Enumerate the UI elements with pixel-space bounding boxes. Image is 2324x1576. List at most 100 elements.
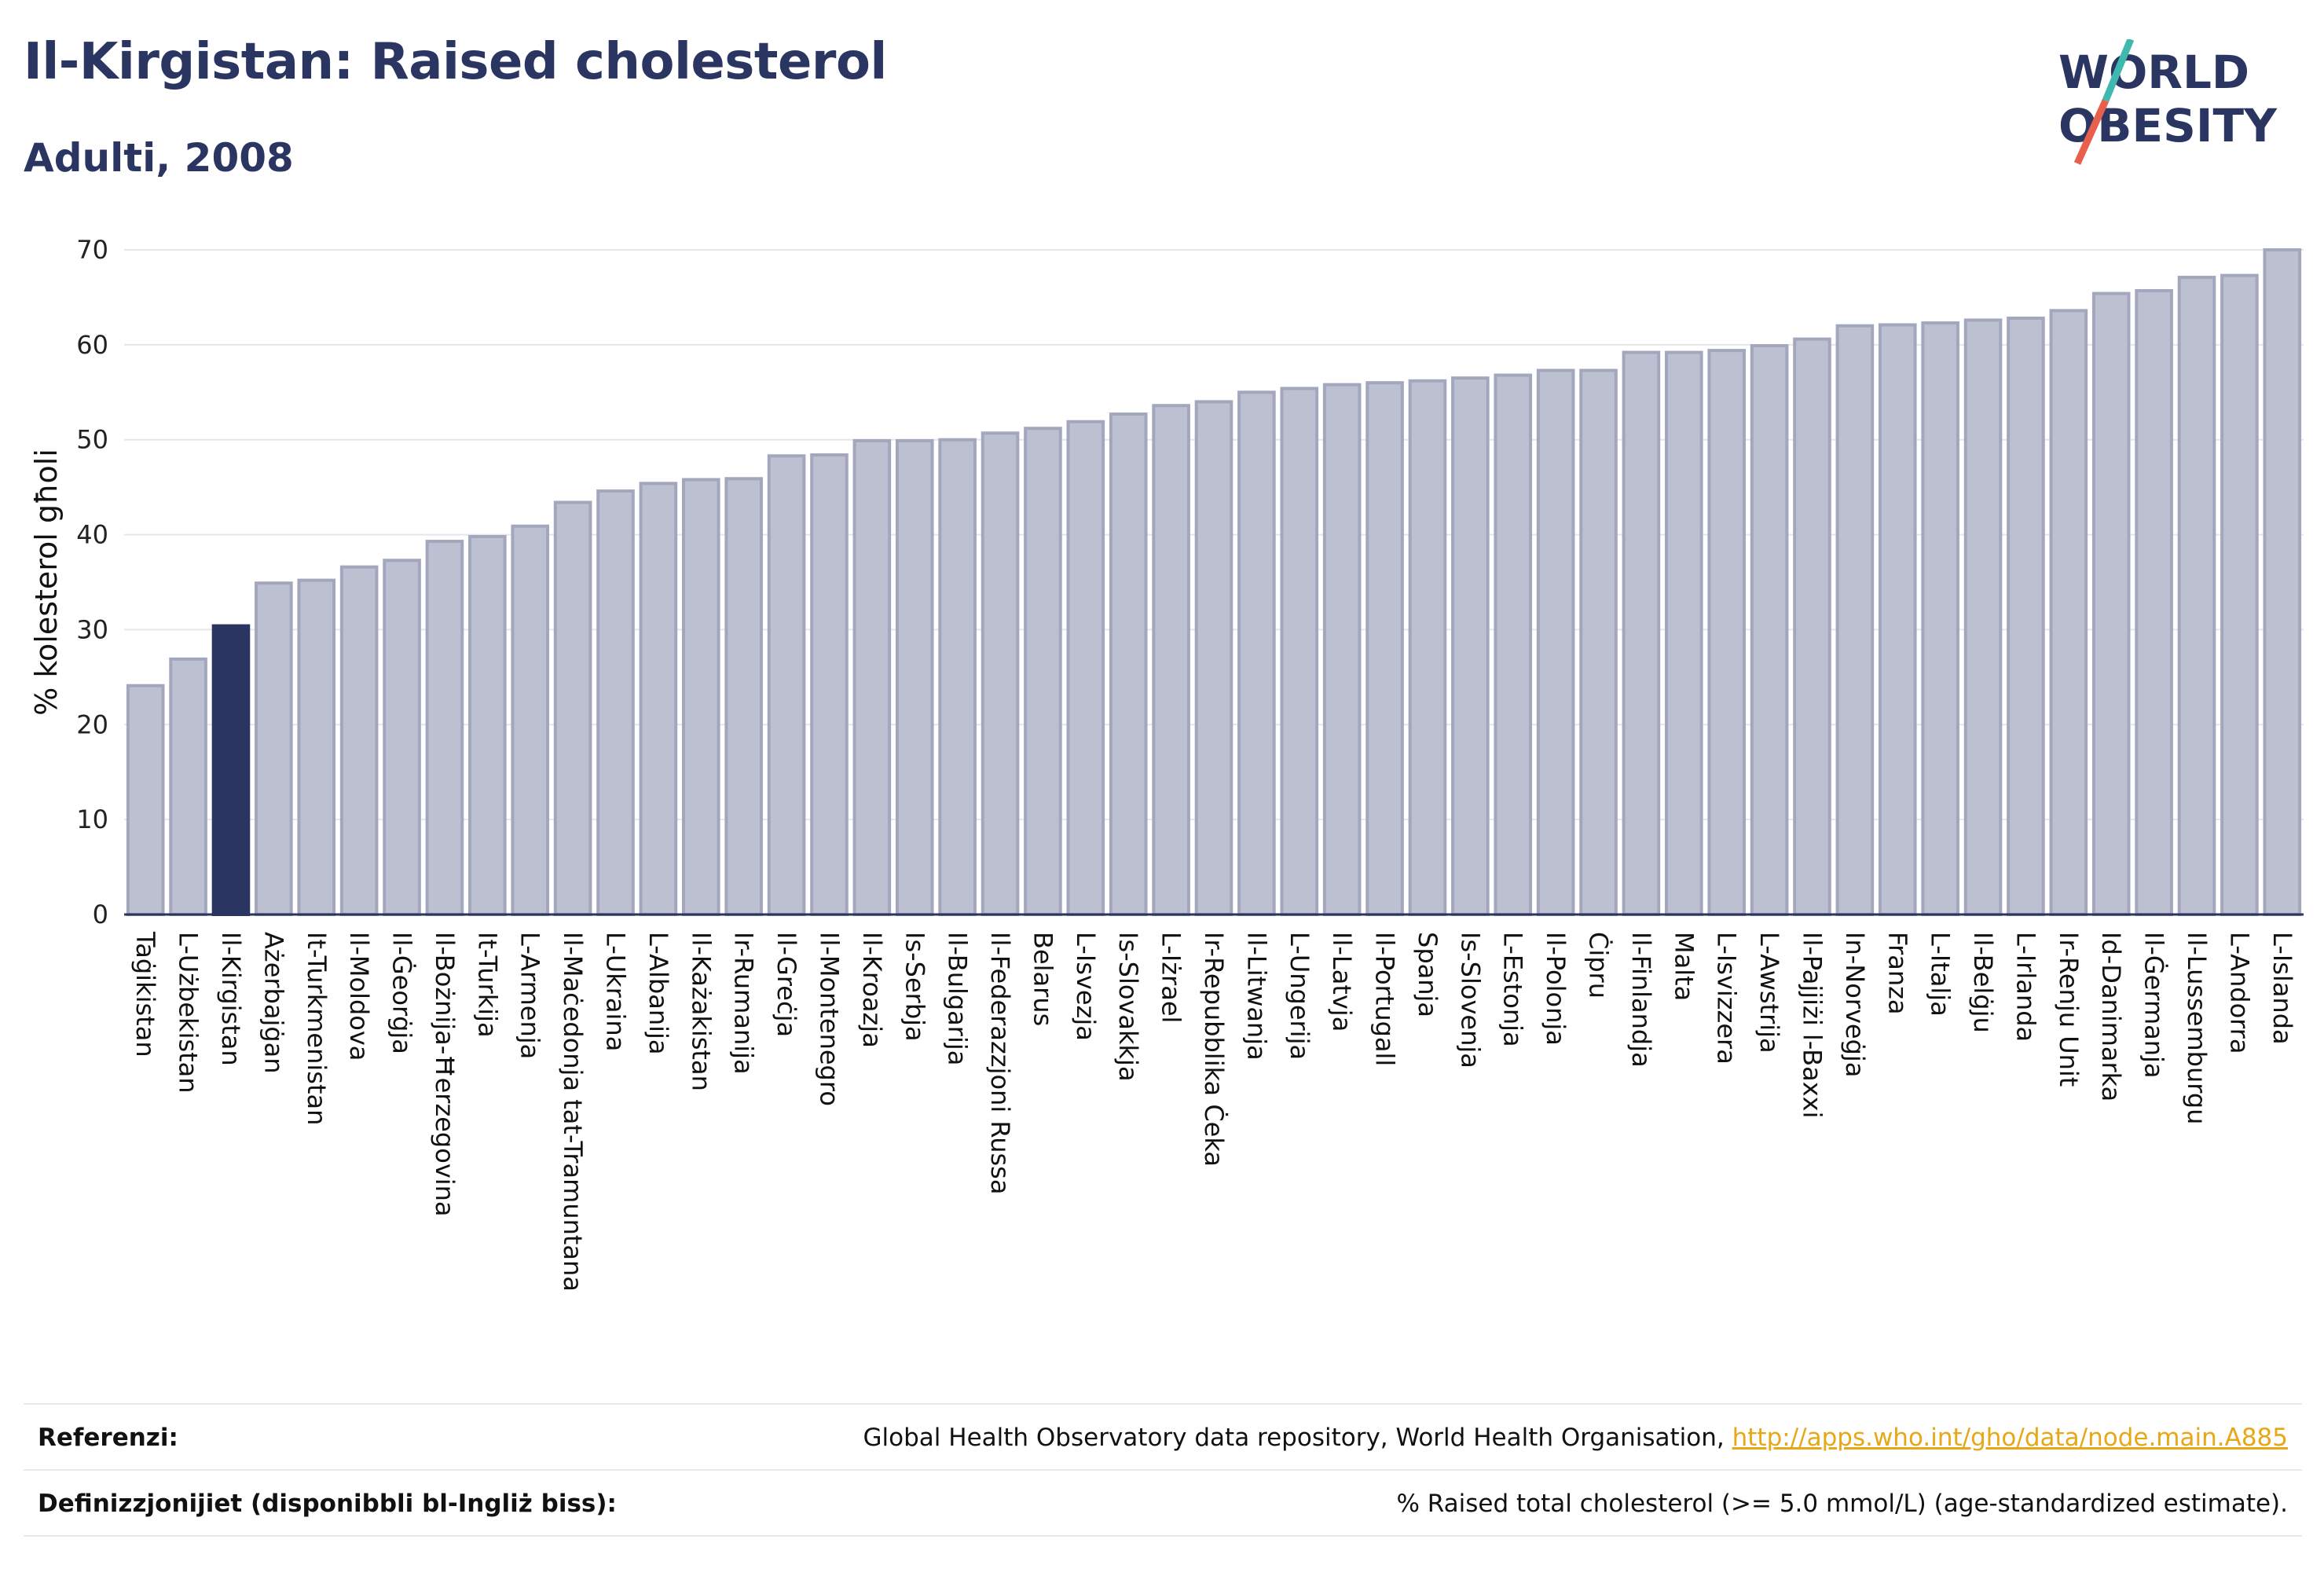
y-tick-label: 10 (76, 804, 108, 834)
bar (681, 478, 720, 916)
y-tick-label: 70 (76, 235, 108, 265)
bar (596, 489, 635, 916)
bar (852, 438, 892, 916)
x-tick-label: L-Irlanda (2011, 932, 2040, 1042)
x-tick-label: L-Armenja (515, 932, 545, 1059)
references-text: Global Health Observatory data repositor… (863, 1424, 1732, 1452)
world-obesity-logo: WORLD OBESITY (2058, 39, 2278, 165)
bar (1665, 350, 1703, 917)
bar-chart: 0 10 20 30 40 50 60 70 Taġikistan L-Użbekistan Il… (29, 235, 2304, 1292)
x-tick-label: L-Isvizzera (1712, 932, 1742, 1065)
x-tick-label: L-Awstrija (1754, 932, 1784, 1054)
footer: Referenzi: Global Health Observatory dat… (24, 1403, 2302, 1537)
x-tick-label: L-Iżrael (1157, 932, 1186, 1023)
bar (1237, 390, 1276, 916)
bar (425, 540, 464, 916)
x-tick-label: L-Estonja (1498, 932, 1528, 1047)
x-tick-label: Il-Litwanja (1241, 932, 1271, 1061)
y-tick-label: 30 (76, 614, 108, 644)
x-tick-label: It-Turkija (472, 932, 502, 1038)
y-tick-label: 60 (76, 330, 108, 360)
x-tick-label: Il-Greċja (772, 932, 801, 1037)
bar (1750, 344, 1789, 916)
x-tick-label: Il-Finlandja (1626, 932, 1656, 1068)
x-tick-label: Il-Każakistan (686, 932, 716, 1091)
x-tick-label: Is-Serbja (900, 932, 929, 1042)
y-tick-label: 20 (76, 709, 108, 739)
x-tick-label: Il-Bulgarija (943, 932, 973, 1065)
references-label: Referenzi: (38, 1424, 178, 1452)
bar (126, 684, 165, 917)
x-tick-label: Il-Ġermanja (2139, 932, 2169, 1079)
bar (2091, 291, 2131, 916)
x-tick-label: Ir-Repubblika Ċeka (1199, 932, 1229, 1167)
bar (1322, 383, 1362, 917)
x-tick-labels: Taġikistan L-Użbekistan Il-Kirgistan Ażerba… (130, 931, 2297, 1292)
x-tick-label: Malta (1669, 932, 1699, 1001)
page-subtitle: Adulti, 2008 (24, 135, 294, 181)
bar (724, 477, 763, 916)
x-tick-label: Taġikistan (130, 931, 160, 1057)
x-tick-label: Is-Slovakkja (1113, 932, 1143, 1082)
x-tick-label: Spanja (1413, 932, 1442, 1017)
bar (1963, 318, 2003, 917)
logo-line1: WORLD (2058, 46, 2249, 99)
x-tick-label: L-Italja (1926, 932, 1956, 1017)
x-tick-label: Il-Lussemburgu (2182, 932, 2212, 1124)
logo-slash-top (2102, 39, 2135, 102)
definitions-row: Definizzjonijiet (disponibbli bl-Ingliż … (24, 1469, 2302, 1537)
y-tick-labels: 0 10 20 30 40 50 60 70 (76, 235, 108, 929)
x-tick-label: Il-Ġeorġja (387, 932, 417, 1054)
bar (2177, 276, 2216, 916)
x-tick-label: Ażerbajġan (258, 932, 288, 1074)
x-tick-label: Il-Portugall (1370, 932, 1400, 1066)
bar (1066, 420, 1105, 916)
x-tick-label: Il-Pajjiżi l-Baxxi (1797, 932, 1827, 1119)
bar (255, 581, 293, 916)
bar (1152, 404, 1190, 916)
x-tick-label: Il-Belġju (1968, 932, 1998, 1033)
bar (1109, 412, 1148, 916)
references-row: Referenzi: Global Health Observatory dat… (24, 1403, 2302, 1469)
bar (1024, 427, 1062, 916)
y-axis-label: % kolesterol għoli (29, 449, 64, 716)
x-tick-label: Ċipru (1584, 932, 1614, 999)
bar (468, 534, 507, 916)
bar (1365, 381, 1404, 916)
bar (2263, 248, 2302, 916)
bar-highlight (211, 624, 251, 916)
x-tick-label: Il-Bożnija-Ħerzegovina (430, 932, 460, 1217)
bar (1622, 350, 1661, 917)
x-tick-label: Il-Kirgistan (216, 932, 246, 1066)
bar (553, 500, 592, 916)
x-tick-label: Id-Danimarka (2096, 932, 2126, 1101)
bar (895, 438, 934, 916)
bar (1280, 387, 1319, 916)
x-tick-label: L-Andorra (2224, 932, 2254, 1054)
x-tick-label: L-Albanija (643, 932, 673, 1054)
x-tick-label: Ir-Rumanija (729, 932, 759, 1075)
x-tick-label: L-Isvezja (1071, 932, 1101, 1041)
bar (1408, 379, 1447, 917)
bar (1536, 368, 1575, 916)
x-tick-label: Franza (1882, 932, 1912, 1015)
x-tick-label: L-Ungerija (1285, 932, 1314, 1060)
bar (810, 453, 849, 916)
bar (1793, 337, 1831, 916)
x-tick-label: Il-Federazzjoni Russa (985, 932, 1015, 1194)
bar (1835, 324, 1875, 916)
x-tick-label: Il-Latvja (1327, 932, 1357, 1032)
x-tick-label: Il-Montenegro (814, 932, 844, 1106)
bar (981, 431, 1020, 916)
y-tick-label: 50 (76, 425, 108, 455)
references-value: Global Health Observatory data repositor… (863, 1424, 2288, 1452)
bar (1194, 400, 1233, 917)
x-tick-label: L-Ukraina (601, 932, 631, 1051)
references-link[interactable]: http://apps.who.int/gho/data/node.main.A… (1732, 1424, 2288, 1452)
x-tick-label: Ir-Renju Unit (2054, 932, 2084, 1087)
bar (938, 438, 977, 916)
x-tick-label: Il-Maċedonja tat-Tramuntana (558, 932, 588, 1292)
bar (383, 559, 421, 917)
x-tick-label: Is-Slovenja (1455, 932, 1485, 1068)
bar (339, 565, 379, 916)
